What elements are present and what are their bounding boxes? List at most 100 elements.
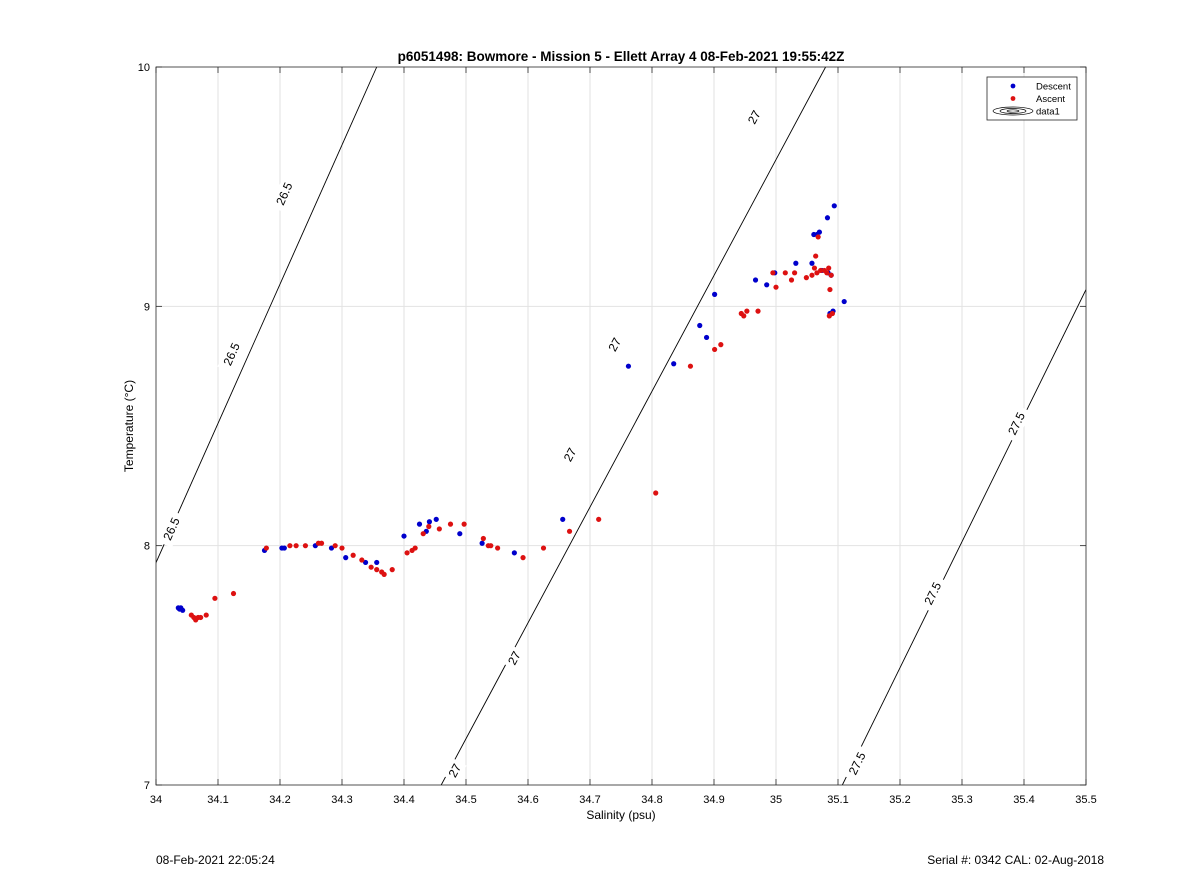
descent-point — [809, 260, 815, 266]
ascent-point — [412, 545, 418, 551]
descent-point — [176, 606, 183, 612]
ascent-point — [540, 545, 547, 551]
ascent-point — [741, 313, 747, 319]
descent-point — [764, 282, 770, 288]
ascent-point — [287, 543, 293, 549]
contour-label: 27 — [745, 108, 764, 127]
ascent-point — [350, 552, 356, 558]
legend-label-ascent: Ascent — [1036, 94, 1065, 105]
ascent-point — [824, 270, 830, 276]
legend-label-data1: data1 — [1036, 107, 1060, 118]
ascent-point — [381, 571, 387, 577]
descent-point — [511, 550, 517, 556]
ascent-point — [718, 342, 724, 348]
ascent-point — [332, 543, 338, 549]
ascent-point — [436, 526, 442, 532]
ascent-point — [480, 535, 486, 542]
ascent-point — [792, 270, 798, 276]
contour-label-group: 26.5 — [157, 510, 186, 548]
descent-point — [560, 516, 566, 522]
x-tick-label: 35.3 — [951, 794, 972, 806]
ascent-point — [770, 270, 776, 276]
ascent-point — [712, 346, 718, 353]
contour-label-bg — [443, 758, 467, 784]
contour-label-group: 27 — [603, 332, 627, 358]
x-tick-label: 34 — [150, 794, 162, 806]
x-tick-label: 35 — [770, 794, 782, 806]
y-tick-label: 8 — [144, 541, 150, 553]
ascent-point — [788, 277, 795, 283]
footer-serial-cal: Serial #: 0342 CAL: 02-Aug-2018 — [927, 853, 1104, 867]
ascent-point — [495, 545, 501, 551]
ascent-point — [203, 612, 209, 618]
ascent-point — [198, 614, 204, 621]
x-tick-label: 35.5 — [1075, 794, 1096, 806]
ascent-point — [368, 564, 374, 570]
x-tick-label: 35.4 — [1013, 794, 1034, 806]
descent-point — [374, 559, 380, 566]
ascent-point — [263, 545, 269, 551]
descent-point — [343, 555, 349, 561]
x-tick-label: 34.5 — [455, 794, 476, 806]
ascent-point — [818, 267, 824, 274]
ascent-point — [829, 310, 836, 317]
ascent-point — [488, 543, 494, 549]
contour-label: 27 — [561, 445, 580, 464]
data-points — [175, 203, 847, 623]
density-contours — [156, 67, 1086, 785]
descent-point — [401, 533, 407, 539]
ascent-point — [520, 555, 526, 561]
x-tick-label: 34.7 — [579, 794, 600, 806]
descent-point — [433, 516, 439, 522]
x-tick-label: 34.1 — [207, 794, 228, 806]
contour-line-27-5 — [841, 289, 1086, 785]
ascent-point — [813, 253, 819, 259]
descent-point — [841, 298, 847, 305]
ascent-point — [811, 265, 818, 271]
ascent-point — [809, 272, 815, 278]
contour-label-group: 27 — [558, 442, 582, 468]
contour-label-bg — [918, 574, 948, 613]
x-tick-label: 34.2 — [269, 794, 290, 806]
legend-contour-icon — [992, 106, 1034, 116]
descent-point — [671, 361, 677, 367]
ascent-point — [815, 234, 821, 240]
x-tick-label: 34.3 — [331, 794, 352, 806]
contour-label-group: 27 — [443, 758, 467, 784]
ascent-point — [447, 521, 454, 527]
ascent-point — [302, 543, 309, 549]
ascent-point — [461, 521, 467, 527]
descent-point — [697, 322, 703, 329]
descent-point — [625, 363, 632, 369]
descent-point — [831, 203, 837, 209]
ascent-point — [755, 308, 761, 314]
contour-label-bg — [742, 104, 767, 130]
ascent-point — [374, 567, 380, 573]
ascent-point — [744, 308, 750, 314]
y-tick-label: 7 — [144, 780, 150, 792]
footer-timestamp: 08-Feb-2021 22:05:24 — [156, 853, 275, 867]
x-tick-label: 35.2 — [889, 794, 910, 806]
descent-point — [752, 277, 759, 283]
ascent-point — [420, 531, 426, 537]
ascent-point — [404, 550, 410, 556]
contour-label-bg — [603, 332, 627, 358]
contour-label-bg — [558, 442, 582, 468]
x-tick-label: 35.1 — [827, 794, 848, 806]
x-tick-label: 34.8 — [641, 794, 662, 806]
descent-point — [281, 545, 287, 551]
ascent-point — [426, 523, 432, 530]
ascent-point — [653, 490, 659, 496]
descent-point — [479, 540, 485, 546]
contour-label-group: 27 — [742, 104, 767, 130]
y-tick-label: 10 — [138, 62, 150, 74]
ascent-point — [293, 543, 299, 549]
descent-point — [793, 260, 799, 266]
descent-point — [416, 521, 423, 527]
contour-label-bg — [217, 335, 246, 373]
descent-point — [824, 215, 831, 221]
plot-area — [156, 67, 1086, 785]
y-axis-ticks: 7 8 9 10 — [138, 62, 1086, 792]
